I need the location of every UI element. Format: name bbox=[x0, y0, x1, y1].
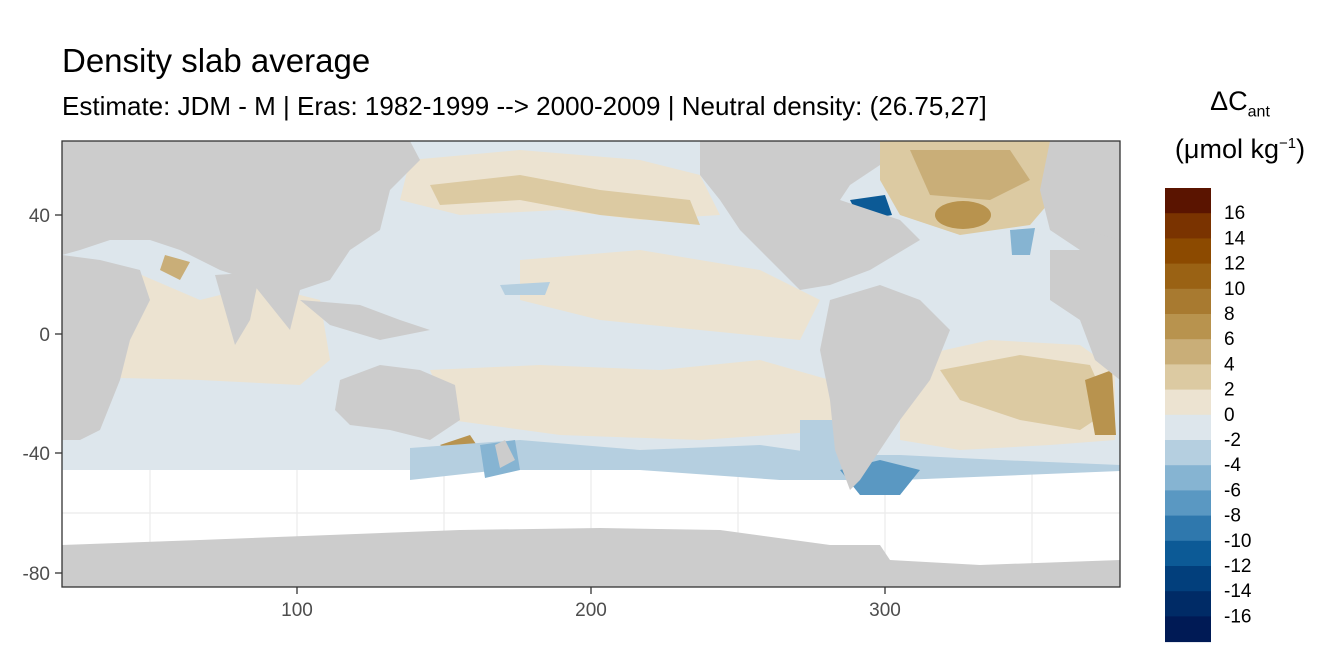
positive-anomaly-fields bbox=[62, 141, 1116, 455]
x-axis: 100 200 300 bbox=[281, 600, 901, 621]
southern-ocean-negative bbox=[410, 440, 1120, 480]
legend-swatch bbox=[1165, 540, 1211, 567]
west-africa-land bbox=[1050, 250, 1120, 380]
negative-anomaly-fields bbox=[410, 195, 1120, 495]
y-tick-label: 40 bbox=[29, 206, 50, 227]
pacific-negative-patch bbox=[500, 282, 550, 295]
north-atlantic-positive-core bbox=[910, 150, 1030, 200]
legend-swatch bbox=[1165, 288, 1211, 315]
australia-land bbox=[335, 365, 460, 440]
africa-land bbox=[62, 255, 150, 440]
legend-unit: (μmol kg−1) bbox=[1174, 134, 1306, 164]
x-tick-label: 100 bbox=[281, 600, 313, 621]
legend-label: 6 bbox=[1224, 329, 1235, 350]
land-masses bbox=[62, 141, 1120, 587]
legend-swatch bbox=[1165, 591, 1211, 617]
arabian-sea-positive bbox=[160, 255, 190, 280]
map-subtitle: Estimate: JDM - M | Eras: 1982-1999 --> … bbox=[62, 91, 987, 121]
y-tick-label: 0 bbox=[39, 325, 50, 346]
eurasia-land bbox=[62, 141, 420, 330]
y-tick-label: -40 bbox=[23, 444, 50, 465]
legend-label: -8 bbox=[1224, 506, 1241, 527]
y-tick-label: -80 bbox=[23, 564, 50, 585]
legend-swatch bbox=[1165, 263, 1211, 290]
legend-swatch bbox=[1165, 566, 1211, 592]
legend-label: 12 bbox=[1224, 254, 1245, 275]
us-coast-negative bbox=[1010, 228, 1035, 255]
europe-land bbox=[1060, 141, 1120, 240]
legend-label: -2 bbox=[1224, 430, 1241, 451]
legend-label: 10 bbox=[1224, 279, 1245, 300]
legend-labels: 16 14 12 10 8 6 4 2 0 -2 -4 -6 -8 -10 -12 -14 -16 bbox=[1224, 203, 1252, 627]
new-zealand-land bbox=[495, 440, 515, 468]
legend-label: 8 bbox=[1224, 304, 1235, 325]
legend-label: 2 bbox=[1224, 380, 1235, 401]
legend-colorbar bbox=[1165, 188, 1211, 643]
y-axis: 40 0 -40 -80 bbox=[23, 206, 50, 585]
legend-swatch bbox=[1165, 490, 1211, 517]
legend-swatch bbox=[1165, 389, 1211, 416]
central-pacific-positive bbox=[520, 250, 820, 340]
x-tick-label: 300 bbox=[869, 600, 901, 621]
legend-label: -6 bbox=[1224, 480, 1241, 501]
legend-label: 4 bbox=[1224, 354, 1235, 375]
legend-label: -10 bbox=[1224, 531, 1251, 552]
antarctica-land bbox=[62, 528, 1120, 587]
legend-swatch bbox=[1165, 188, 1211, 214]
legend-label: 14 bbox=[1224, 228, 1246, 249]
legend-swatch bbox=[1165, 339, 1211, 365]
legend-title: ΔCant bbox=[1210, 86, 1270, 121]
north-atlantic-positive-center bbox=[935, 201, 991, 229]
legend-label: -14 bbox=[1224, 581, 1252, 602]
map-title: Density slab average bbox=[62, 42, 371, 79]
angola-positive bbox=[1085, 370, 1116, 435]
legend-label: 16 bbox=[1224, 203, 1245, 224]
legend-swatch bbox=[1165, 440, 1211, 466]
legend-swatch bbox=[1165, 364, 1211, 391]
north-america-land bbox=[700, 141, 920, 290]
map-panel bbox=[62, 141, 1120, 587]
south-america-land bbox=[820, 285, 950, 490]
legend-label: -4 bbox=[1224, 455, 1241, 476]
legend-swatch bbox=[1165, 238, 1211, 265]
south-pacific-positive bbox=[430, 360, 840, 440]
legend-swatch bbox=[1165, 616, 1211, 643]
south-atlantic-positive-core bbox=[940, 355, 1110, 430]
legend-swatch bbox=[1165, 515, 1211, 542]
legend-swatch bbox=[1165, 414, 1211, 441]
kuroshio-positive bbox=[430, 175, 700, 225]
india-land bbox=[215, 272, 260, 345]
x-tick-label: 200 bbox=[575, 600, 607, 621]
indonesia-land bbox=[300, 300, 430, 340]
legend-swatch bbox=[1165, 465, 1211, 491]
legend-label: 0 bbox=[1224, 405, 1235, 426]
legend-label: -12 bbox=[1224, 556, 1251, 577]
legend-swatch bbox=[1165, 314, 1211, 340]
axis-ticks bbox=[55, 214, 886, 594]
legend-swatch bbox=[1165, 213, 1211, 239]
legend-label: -16 bbox=[1224, 606, 1251, 627]
